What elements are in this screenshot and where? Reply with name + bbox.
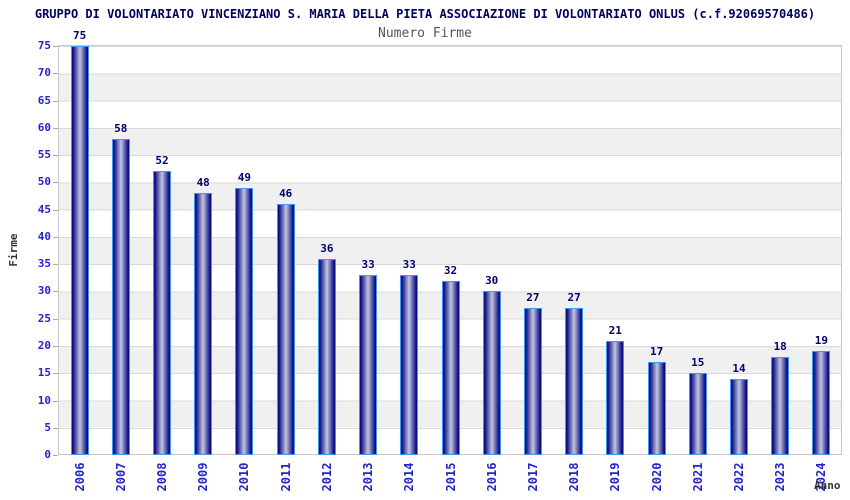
x-axis-label: Anno [814, 479, 841, 492]
bar-value-label: 30 [485, 274, 499, 288]
bar-value-label: 58 [114, 121, 128, 135]
chart-title: GRUPPO DI VOLONTARIATO VINCENZIANO S. MA… [34, 7, 816, 21]
y-tick-label: 20 [37, 338, 51, 352]
y-tick-mark [53, 127, 58, 129]
bar [730, 378, 748, 455]
x-tick-label: 2007 [113, 462, 128, 492]
bar-value-label: 52 [155, 154, 169, 168]
x-tick-label: 2016 [484, 462, 499, 492]
bar [812, 351, 831, 455]
y-tick-label: 75 [37, 39, 51, 52]
x-tick-label: 2023 [773, 462, 788, 492]
bar [647, 362, 666, 455]
bar [194, 193, 213, 455]
y-tick-label: 25 [37, 311, 51, 325]
y-tick-label: 45 [37, 202, 51, 216]
bar-value-label: 33 [361, 258, 375, 271]
y-tick-label: 15 [37, 366, 51, 380]
x-tick-label: 2019 [608, 462, 623, 492]
y-tick-label: 5 [44, 420, 51, 434]
y-tick-mark [53, 236, 58, 238]
y-tick-label: 35 [37, 257, 51, 271]
bar [276, 204, 295, 455]
y-tick-mark [53, 427, 58, 429]
bar [482, 291, 501, 455]
x-tick-label: 2006 [72, 462, 87, 492]
bar [359, 275, 378, 455]
bar [153, 171, 171, 455]
y-tick-mark [53, 182, 58, 184]
bar-value-label: 48 [196, 176, 210, 190]
y-tick-label: 10 [37, 393, 51, 407]
y-tick-mark [53, 73, 58, 75]
x-tick-label: 2020 [649, 462, 664, 492]
y-tick-mark [53, 373, 58, 375]
x-tick-label: 2008 [155, 462, 169, 492]
y-tick-label: 60 [37, 120, 51, 134]
x-tick-label: 2010 [237, 462, 252, 492]
y-tick-label: 0 [44, 448, 51, 461]
x-tick-label: 2017 [525, 462, 540, 492]
y-tick-label: 50 [37, 175, 51, 189]
bar [441, 280, 460, 455]
bar-value-label: 49 [237, 170, 252, 184]
bar [771, 356, 790, 455]
x-tick-label: 2018 [567, 462, 582, 492]
y-tick-mark [53, 46, 58, 47]
bar-value-label: 17 [649, 345, 664, 359]
bar [523, 307, 542, 455]
x-tick-label: 2014 [402, 462, 417, 492]
y-tick-label: 30 [37, 284, 51, 298]
y-tick-label: 55 [37, 148, 51, 162]
bar-value-label: 21 [608, 323, 622, 337]
bar-value-label: 27 [567, 290, 581, 304]
bar-value-label: 14 [732, 361, 746, 375]
x-tick-label: 2015 [443, 462, 458, 492]
x-tick-label: 2012 [319, 462, 334, 492]
y-axis-label: Firme [7, 233, 20, 267]
y-tick-label: 65 [37, 93, 51, 107]
y-tick-mark [53, 155, 58, 157]
x-tick-label: 2021 [690, 462, 705, 492]
bar-value-label: 36 [320, 241, 334, 255]
bar [111, 138, 130, 455]
bar [235, 187, 254, 455]
bar [70, 46, 89, 455]
y-tick-mark [53, 264, 58, 266]
bar-value-label: 33 [402, 258, 416, 271]
chart-subtitle: Numero Firme [378, 26, 472, 41]
y-tick-mark [53, 100, 58, 102]
y-tick-mark [53, 291, 58, 293]
y-tick-mark [53, 455, 58, 456]
x-tick-label: 2011 [278, 462, 293, 492]
x-tick-label: 2013 [361, 462, 376, 492]
bar [688, 373, 707, 455]
y-tick-label: 40 [37, 229, 51, 243]
bar-value-label: 15 [691, 356, 705, 370]
bar [400, 275, 419, 455]
bar [317, 258, 336, 455]
y-tick-mark [53, 209, 58, 211]
x-tick-label: 2022 [732, 462, 746, 492]
bar-value-label: 27 [526, 290, 540, 304]
bar-value-label: 19 [814, 334, 829, 348]
bar [565, 307, 584, 455]
y-tick-mark [53, 400, 58, 402]
y-tick-label: 70 [37, 66, 51, 80]
bar-value-label: 46 [279, 187, 293, 201]
y-tick-mark [53, 318, 58, 320]
bar-value-label: 75 [72, 29, 87, 42]
y-tick-mark [53, 345, 58, 347]
x-tick-label: 2009 [196, 462, 211, 492]
bar-value-label: 18 [773, 339, 787, 353]
bar [606, 340, 625, 455]
bar-value-label: 32 [443, 263, 458, 277]
